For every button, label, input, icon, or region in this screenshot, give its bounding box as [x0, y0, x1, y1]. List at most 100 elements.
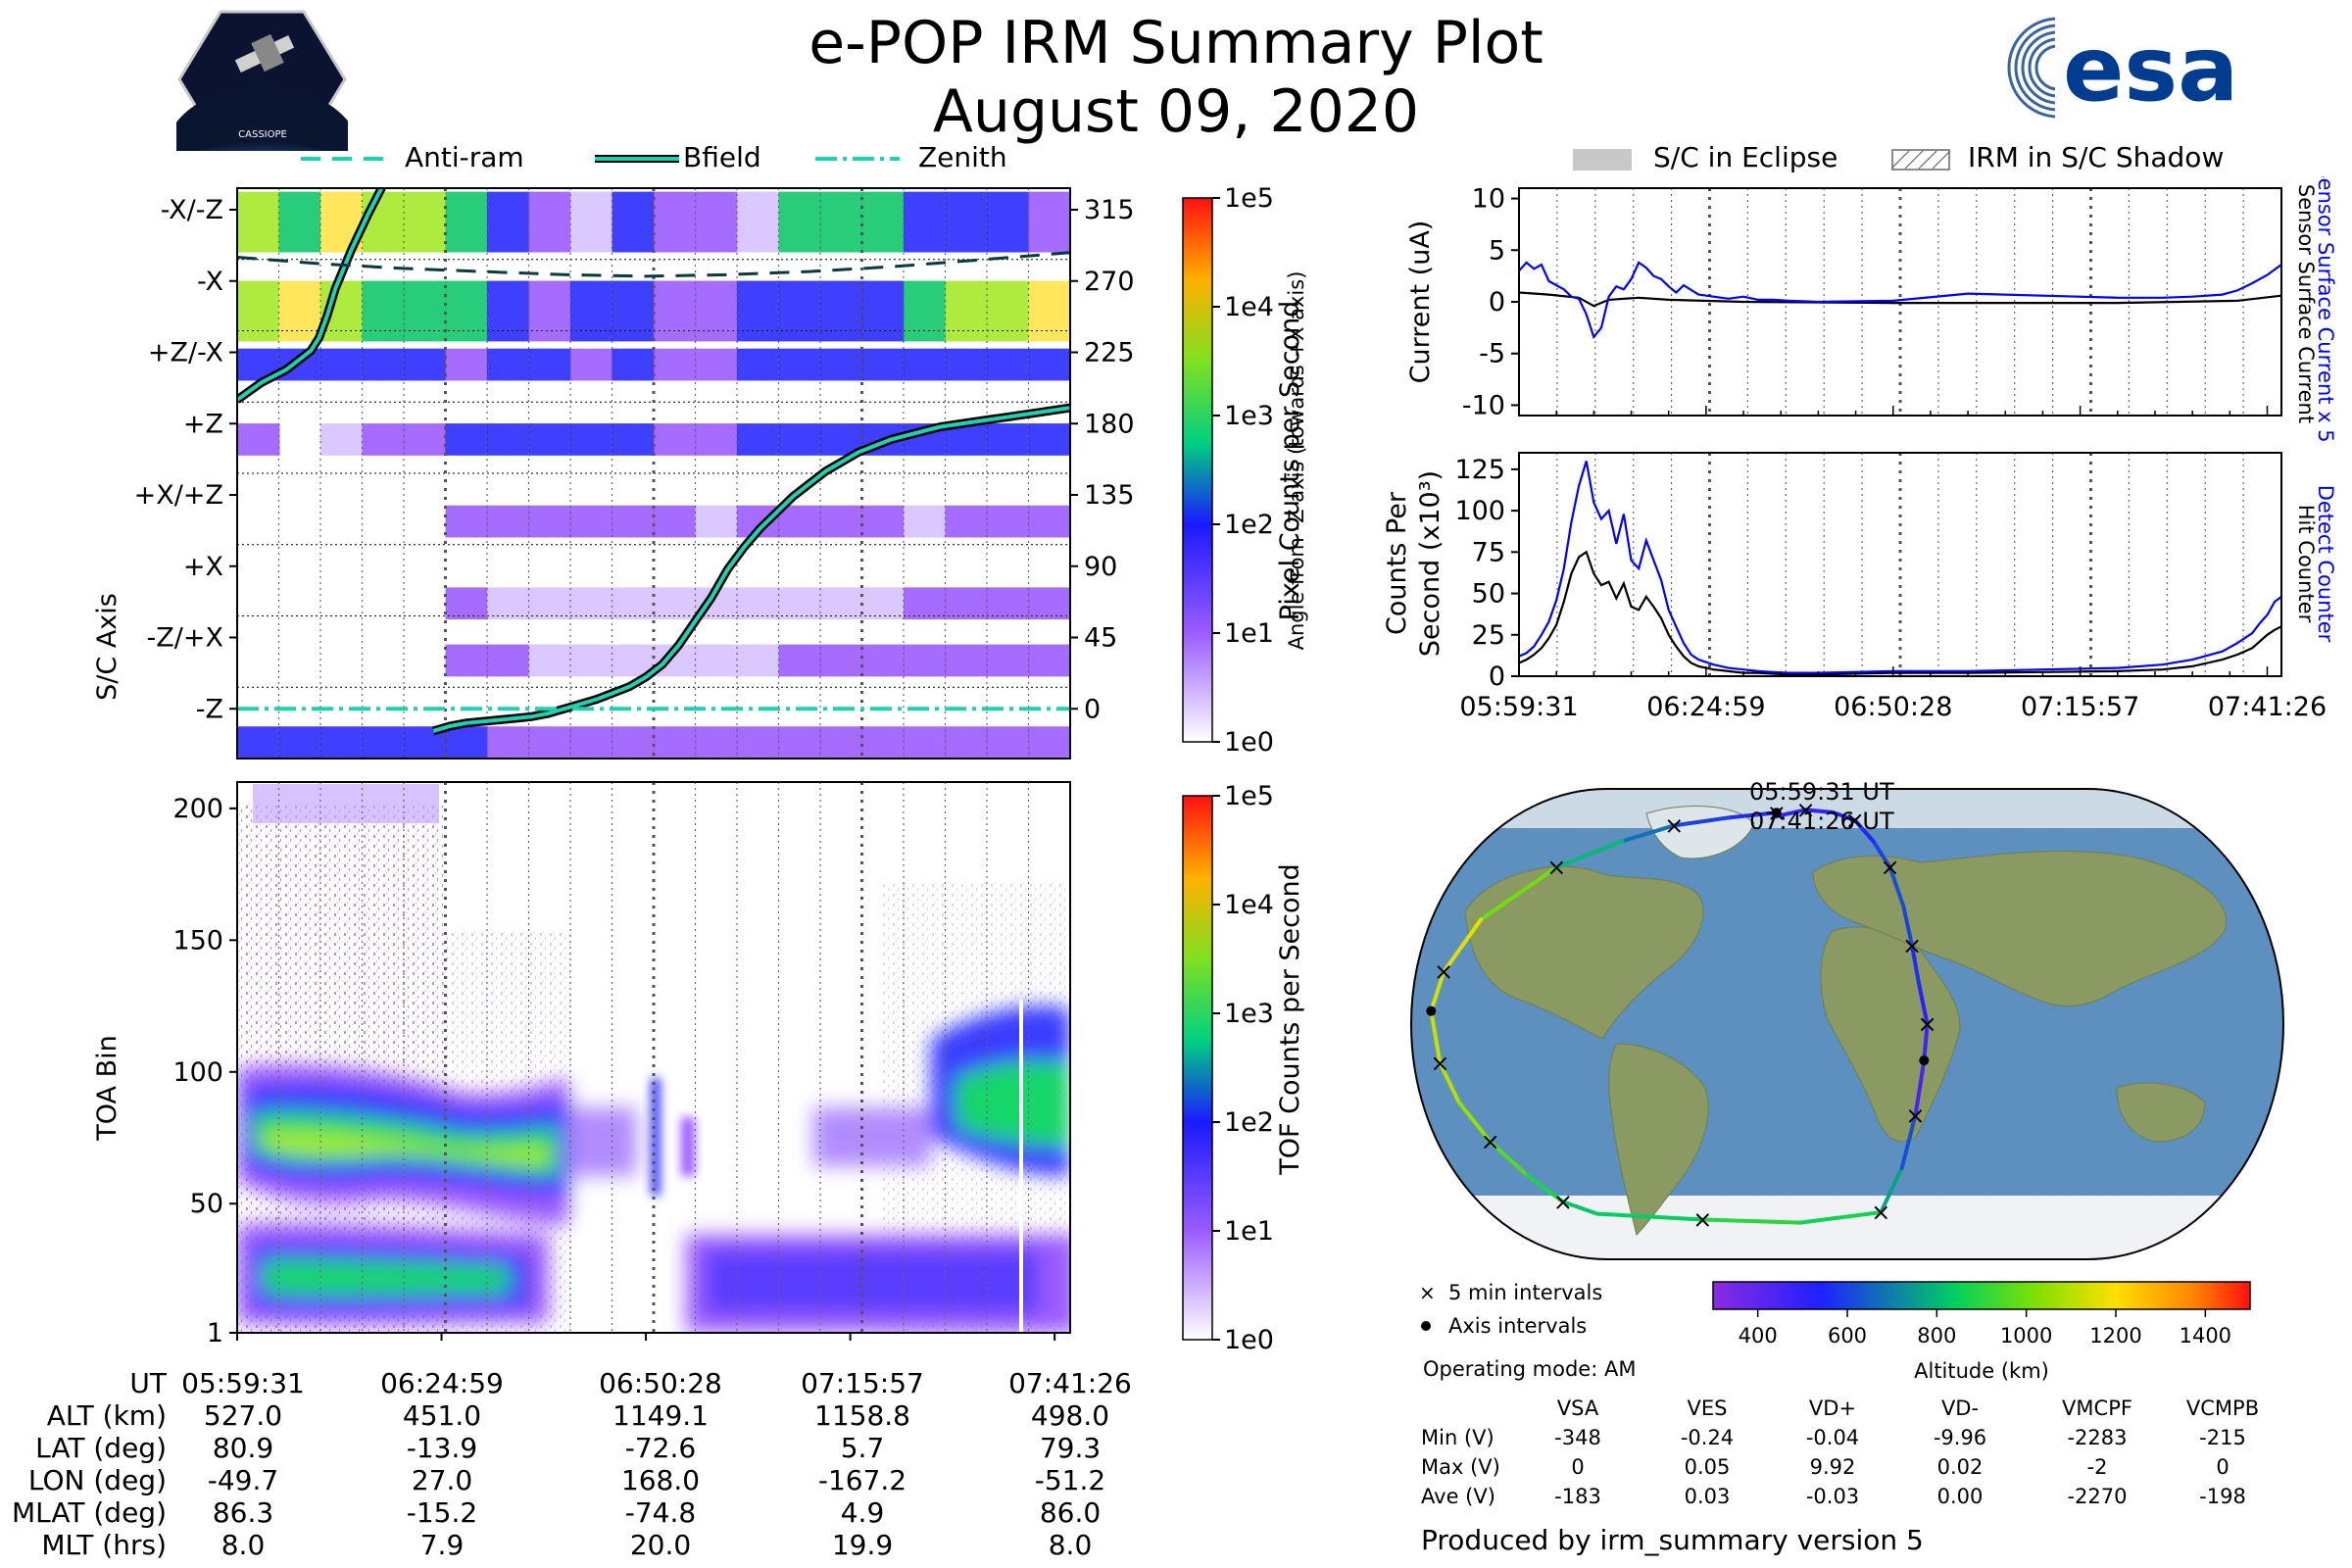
ephemeris-value: 498.0: [1030, 1399, 1110, 1432]
pixel-heatmap-cell: [404, 348, 447, 381]
voltage-value: 0.05: [1684, 1455, 1731, 1479]
ground-track-segment: [1620, 823, 1677, 844]
pixel-heatmap-cell: [612, 726, 655, 759]
ephemeris-value: -51.2: [1034, 1464, 1106, 1496]
tof-colorbar-tick-label: 1e0: [1224, 1325, 1274, 1355]
pixel-heatmap-cell: [861, 505, 905, 538]
pixel-heatmap-cell: [904, 280, 947, 342]
x-tick-label: 06:50:28: [1834, 692, 1952, 722]
altitude-colorbar-label: Altitude (km): [1914, 1359, 2049, 1383]
continent-north-america: [1464, 865, 1704, 1040]
pixel-heatmap-cell: [695, 348, 738, 381]
pixel-heatmap-cell: [778, 587, 821, 620]
voltage-value: -0.03: [1805, 1485, 1860, 1508]
current-y-axis-label: Current (uA): [1405, 220, 1436, 384]
ephemeris-value: -74.8: [624, 1496, 697, 1529]
ephemeris-value: 7.9: [419, 1529, 465, 1561]
series-line: [1518, 461, 2282, 674]
voltage-row-label: Min (V): [1421, 1426, 1494, 1449]
pixel-heatmap-cell: [1028, 423, 1071, 456]
pixel-heatmap-cell: [612, 423, 655, 456]
pixel-heatmap-cell: [1028, 644, 1071, 677]
pixel-heatmap-cell: [362, 423, 405, 456]
voltage-column-header: VD+: [1808, 1396, 1857, 1420]
ephemeris-value: -15.2: [406, 1496, 478, 1529]
pixel-heatmap-cell: [654, 280, 697, 342]
ephemeris-value: 19.9: [831, 1529, 894, 1561]
pixel-heatmap-cell: [528, 280, 571, 342]
ground-track-segment: [1917, 983, 1930, 1026]
voltage-value: -198: [2199, 1485, 2246, 1508]
pixel-heatmap-cell: [445, 587, 488, 620]
pixel-heatmap-cell: [820, 587, 863, 620]
voltage-row-label: Ave (V): [1421, 1485, 1495, 1508]
pixel-heatmap-cell: [570, 726, 613, 759]
y-tick-label: -5: [1479, 339, 1505, 369]
ground-track-5min-marker: ×: [1434, 958, 1453, 986]
pixel-heatmap-cell: [861, 726, 905, 759]
ephemeris-row-label: MLT (hrs): [41, 1529, 167, 1561]
ephemeris-value: -13.9: [406, 1432, 478, 1464]
ground-track-segment: [1803, 808, 1836, 814]
tof-y-tick-label: 200: [172, 794, 223, 824]
voltage-row-label: Max (V): [1421, 1455, 1500, 1479]
pixel-heatmap-cell: [820, 191, 863, 253]
y-tick-label: 75: [1472, 537, 1505, 567]
voltage-value: 0.02: [1936, 1455, 1984, 1479]
x-tick-label: 06:24:59: [1646, 692, 1765, 722]
y-tick-label: 25: [1472, 620, 1505, 651]
tof-y-tick-label: 100: [172, 1057, 223, 1088]
pixel-y-tick-label: -X/-Z: [161, 195, 223, 225]
ground-track-segment: [1554, 839, 1625, 869]
pixel-heatmap-cell: [654, 423, 697, 456]
pixel-heatmap-cell: [904, 348, 947, 381]
ephemeris-value: 4.9: [840, 1496, 885, 1529]
voltage-value: -215: [2199, 1426, 2246, 1449]
voltage-value: -2: [2086, 1455, 2108, 1479]
altitude-colorbar-tick-label: 1200: [2089, 1324, 2141, 1348]
anti-ram-legend-swatch: [301, 157, 385, 161]
ground-track-segment: [1594, 1211, 1705, 1222]
ground-track-segment: [1525, 1173, 1565, 1204]
tof-colorbar-tick-label: 1e4: [1224, 890, 1274, 920]
esa-logo: esa: [2007, 14, 2238, 122]
voltage-value: 0.03: [1684, 1485, 1731, 1508]
pixel-y2-tick-label: 225: [1084, 338, 1135, 368]
pixel-heatmap-cell: [945, 348, 988, 381]
ephemeris-value: -167.2: [817, 1464, 907, 1496]
pixel-heatmap-cell: [904, 587, 947, 620]
tof-colorbar-label: TOF Counts per Second: [1275, 863, 1305, 1176]
ephemeris-value: 20.0: [629, 1529, 692, 1561]
ephemeris-value: 27.0: [411, 1464, 473, 1496]
pixel-heatmap-cell: [445, 280, 488, 342]
pixel-heatmap-cell: [654, 348, 697, 381]
y-tick-label: -10: [1462, 390, 1505, 420]
ephemeris-row-label: ALT (km): [46, 1399, 167, 1432]
tof-colorbar-tick-label: 1e3: [1224, 999, 1274, 1029]
pixel-heatmap-cell: [404, 191, 447, 253]
pixel-y2-tick-label: 90: [1084, 552, 1117, 582]
ground-track-segment: [1899, 1113, 1918, 1170]
ground-track-5min-marker: ×: [1871, 1199, 1890, 1226]
voltage-value: -2283: [2067, 1426, 2128, 1449]
ground-track-5min-marker: ×: [1918, 1010, 1937, 1038]
ground-track-5min-marker: ×: [1553, 1188, 1573, 1215]
pixel-heatmap-cell: [1028, 280, 1071, 342]
tof-colorbar-tick-label: 1e5: [1224, 781, 1274, 811]
voltage-value: 0: [1571, 1455, 1585, 1479]
pixel-heatmap-cell: [861, 644, 905, 677]
pixel-heatmap-cell: [737, 726, 780, 759]
pixel-heatmap-cell: [737, 587, 780, 620]
ground-track-axis-marker: [1919, 1055, 1930, 1066]
y-tick-label: 50: [1472, 579, 1505, 610]
voltage-value: 0: [2216, 1455, 2230, 1479]
ephemeris-value: 5.7: [840, 1432, 885, 1464]
pixel-heatmap-cell: [945, 505, 988, 538]
pixel-heatmap-cell: [695, 191, 738, 253]
pixel-heatmap-cell: [445, 191, 488, 253]
pixel-heatmap-cell: [237, 726, 280, 759]
pixel-y2-tick-label: 0: [1084, 694, 1101, 724]
pixel-heatmap-cell: [778, 644, 821, 677]
pixel-heatmap-cell: [528, 505, 571, 538]
pixel-heatmap-cell: [570, 587, 613, 620]
